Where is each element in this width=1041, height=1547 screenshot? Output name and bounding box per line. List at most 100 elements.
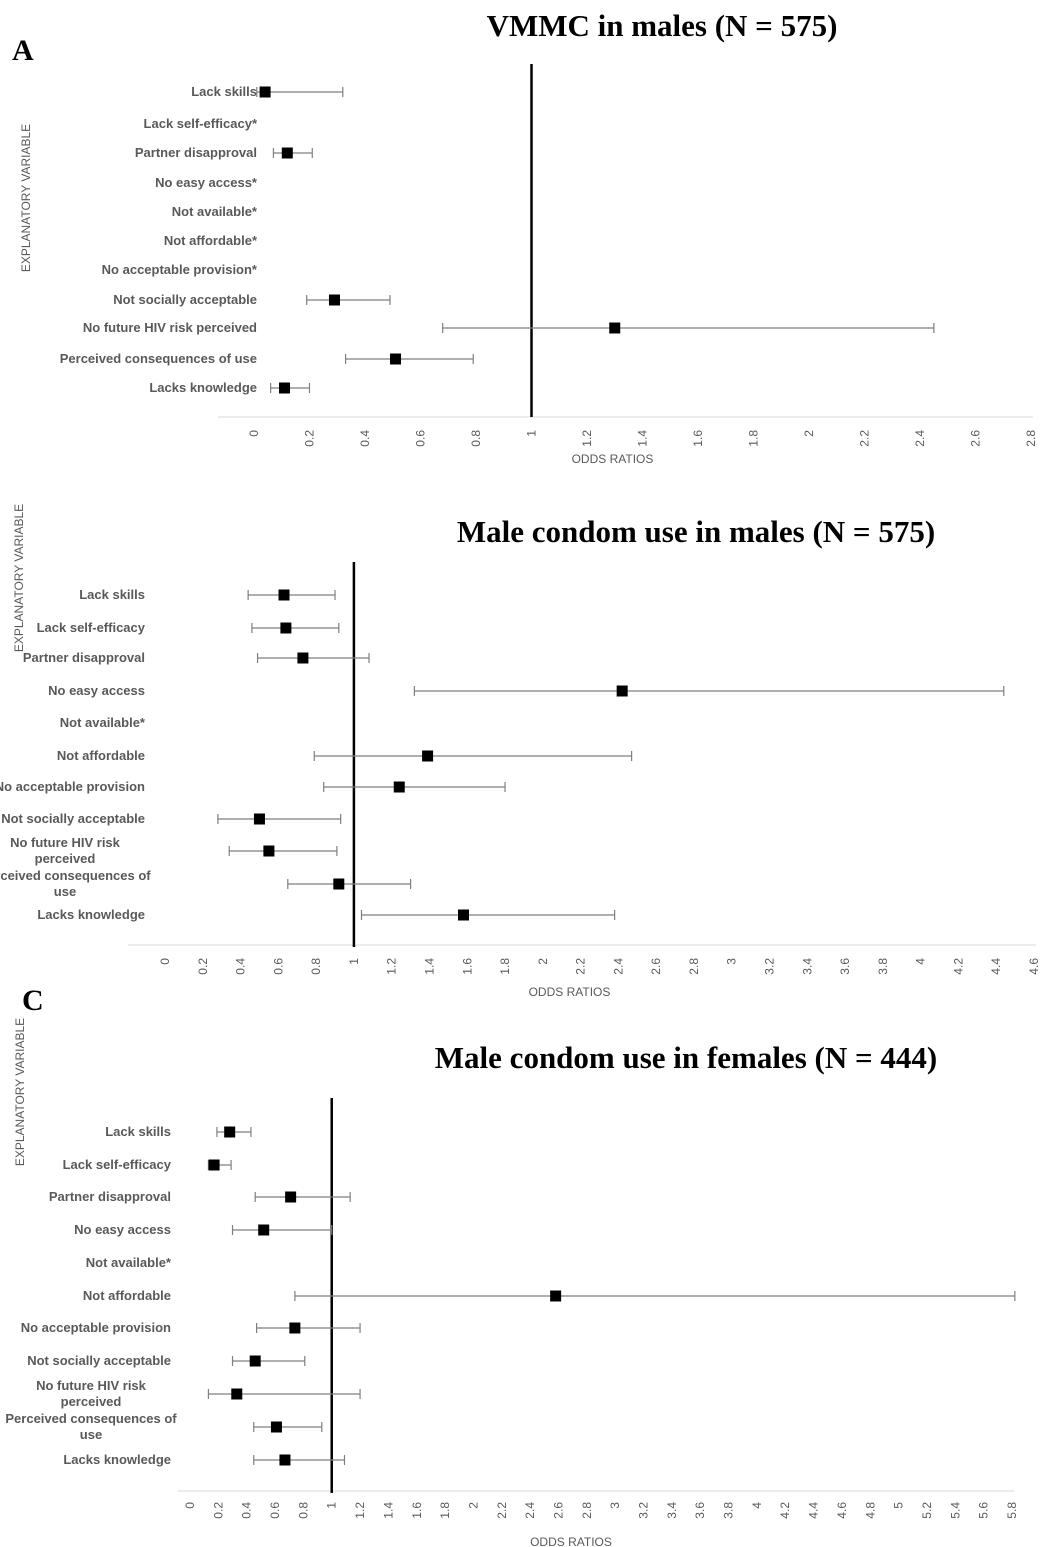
x-tick-label: 0.4 bbox=[234, 958, 248, 975]
category-label: No acceptable provision* bbox=[102, 262, 258, 277]
odds-ratio-point bbox=[279, 382, 291, 394]
x-tick-label: 0.4 bbox=[358, 430, 372, 447]
odds-ratio-point bbox=[390, 353, 402, 365]
odds-ratio-point bbox=[457, 909, 469, 921]
odds-ratio-point bbox=[259, 86, 271, 98]
y-axis-label: EXPLANATORY VARIABLE bbox=[19, 124, 33, 272]
x-tick-label: 4 bbox=[914, 958, 928, 965]
x-tick-label: 2.4 bbox=[611, 958, 625, 975]
panel-letter-a: A bbox=[12, 34, 34, 67]
x-tick-label: 2 bbox=[466, 1502, 480, 1509]
panel-condom-females: Male condom use in females (N = 444) EXPL… bbox=[5, 1018, 1019, 1547]
x-tick-label: 1.6 bbox=[410, 1502, 424, 1519]
category-label: Not affordable bbox=[83, 1288, 171, 1303]
x-tick-label: 0 bbox=[183, 1502, 197, 1509]
category-label: Lack skills bbox=[191, 84, 257, 99]
category-label: Lack skills bbox=[105, 1124, 171, 1139]
category-label: Partner disapproval bbox=[23, 650, 145, 665]
odds-ratio-point bbox=[231, 1388, 243, 1400]
x-tick-label: 2.8 bbox=[580, 1502, 594, 1519]
y-axis-label: EXPLANATORY VARIABLE bbox=[12, 504, 26, 652]
x-tick-label: 2 bbox=[536, 958, 550, 965]
odds-ratio-point bbox=[422, 750, 434, 762]
x-tick-label: 5.6 bbox=[977, 1502, 991, 1519]
odds-ratio-point bbox=[281, 147, 293, 159]
x-tick-label: 4.6 bbox=[835, 1502, 849, 1519]
odds-ratio-point bbox=[280, 622, 292, 634]
x-tick-label: 0.8 bbox=[296, 1502, 310, 1519]
x-tick-label: 3.4 bbox=[665, 1502, 679, 1519]
odds-ratio-point bbox=[393, 781, 405, 793]
chart-title: Male condom use in females (N = 444) bbox=[435, 1040, 937, 1075]
category-label: No easy access* bbox=[155, 175, 258, 190]
x-tick-label: 1.6 bbox=[691, 430, 705, 447]
x-tick-label: 1 bbox=[347, 958, 361, 965]
x-tick-label: 4.4 bbox=[807, 1502, 821, 1519]
odds-ratio-point bbox=[616, 685, 628, 697]
x-tick-label: 4.2 bbox=[778, 1502, 792, 1519]
x-tick-label: 2.6 bbox=[649, 958, 663, 975]
odds-ratio-point bbox=[289, 1322, 301, 1334]
category-label: No acceptable provision bbox=[0, 779, 145, 794]
x-tick-label: 3.4 bbox=[800, 958, 814, 975]
category-label: Not socially acceptable bbox=[1, 811, 145, 826]
x-tick-label: 4.4 bbox=[989, 958, 1003, 975]
category-label: Not socially acceptable bbox=[27, 1353, 171, 1368]
x-tick-label: 1.2 bbox=[353, 1502, 367, 1519]
category-label: Not affordable bbox=[57, 748, 145, 763]
odds-ratio-point bbox=[285, 1191, 297, 1203]
category-label: Not affordable* bbox=[164, 233, 258, 248]
x-tick-label: 4.6 bbox=[1027, 958, 1041, 975]
panel-condom-males: Male condom use in males (N = 575) EXPLAN… bbox=[0, 504, 1041, 999]
odds-ratio-point bbox=[249, 1355, 261, 1367]
category-label: Lack skills bbox=[79, 587, 145, 602]
x-tick-label: 5.2 bbox=[920, 1502, 934, 1519]
x-axis-label: ODDS RATIOS bbox=[529, 985, 611, 999]
category-label: Lacks knowledge bbox=[149, 380, 257, 395]
x-tick-label: 5.4 bbox=[948, 1502, 962, 1519]
x-tick-label: 0.2 bbox=[196, 958, 210, 975]
category-label: Lacks knowledge bbox=[37, 907, 145, 922]
odds-ratio-point bbox=[279, 1454, 291, 1466]
x-tick-label: 0 bbox=[158, 958, 172, 965]
x-tick-label: 0.8 bbox=[469, 430, 483, 447]
x-tick-label: 2.8 bbox=[687, 958, 701, 975]
category-label: Partner disapproval bbox=[49, 1189, 171, 1204]
odds-ratio-point bbox=[224, 1126, 236, 1138]
x-tick-label: 1.4 bbox=[422, 958, 436, 975]
category-label: No future HIV risk perceived bbox=[36, 1378, 147, 1409]
x-tick-label: 3.6 bbox=[693, 1502, 707, 1519]
x-tick-label: 3.2 bbox=[637, 1502, 651, 1519]
category-label: Lack self-efficacy bbox=[37, 620, 146, 635]
odds-ratio-point bbox=[550, 1290, 562, 1302]
category-label: Not socially acceptable bbox=[113, 292, 257, 307]
x-tick-label: 1.4 bbox=[636, 430, 650, 447]
category-label: Not available* bbox=[60, 715, 146, 730]
odds-ratio-point bbox=[258, 1224, 270, 1236]
x-tick-label: 5.8 bbox=[1005, 1502, 1019, 1519]
y-axis-label: EXPLANATORY VARIABLE bbox=[13, 1018, 27, 1166]
x-tick-label: 1.8 bbox=[498, 958, 512, 975]
x-tick-label: 2.6 bbox=[551, 1502, 565, 1519]
x-tick-label: 0.8 bbox=[309, 958, 323, 975]
category-label: Not available* bbox=[86, 1255, 172, 1270]
category-label: Lack self-efficacy bbox=[63, 1157, 172, 1172]
x-tick-label: 2.4 bbox=[913, 430, 927, 447]
x-tick-label: 4 bbox=[750, 1502, 764, 1509]
category-label: Not available* bbox=[172, 204, 258, 219]
x-tick-label: 0.6 bbox=[271, 958, 285, 975]
category-label: Perceived consequences of use bbox=[60, 351, 257, 366]
odds-ratio-point bbox=[333, 878, 345, 890]
x-tick-label: 1.2 bbox=[580, 430, 594, 447]
category-label: Partner disapproval bbox=[135, 145, 257, 160]
x-tick-label: 3.8 bbox=[876, 958, 890, 975]
x-tick-label: 0.2 bbox=[303, 430, 317, 447]
category-label: No easy access bbox=[48, 683, 145, 698]
x-tick-label: 3 bbox=[608, 1502, 622, 1509]
x-tick-label: 2.2 bbox=[495, 1502, 509, 1519]
x-tick-label: 1 bbox=[525, 430, 539, 437]
x-tick-label: 0.2 bbox=[211, 1502, 225, 1519]
odds-ratio-point bbox=[278, 589, 290, 601]
